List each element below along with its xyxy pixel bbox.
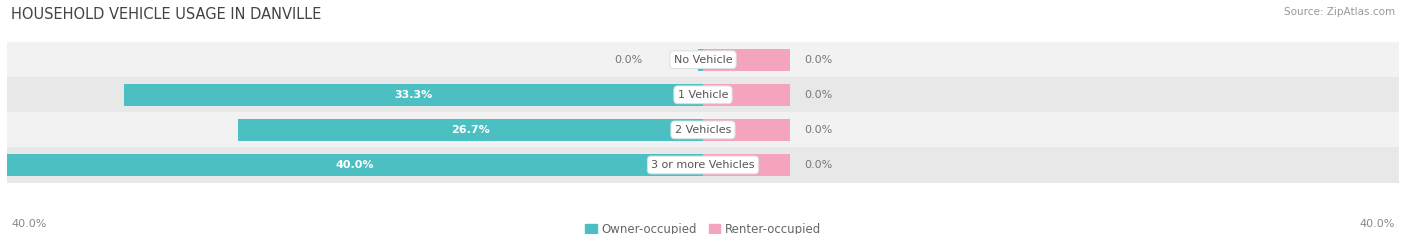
Text: 1 Vehicle: 1 Vehicle: [678, 90, 728, 100]
Bar: [7, 77, 1399, 112]
Text: 26.7%: 26.7%: [451, 125, 491, 135]
Text: 0.0%: 0.0%: [804, 125, 832, 135]
Text: 0.0%: 0.0%: [804, 160, 832, 170]
Text: 40.0%: 40.0%: [11, 219, 46, 229]
Bar: [703, 84, 790, 106]
Bar: [239, 119, 703, 141]
Bar: [7, 42, 1399, 77]
Text: 0.0%: 0.0%: [804, 55, 832, 65]
Text: 40.0%: 40.0%: [1360, 219, 1395, 229]
Text: 3 or more Vehicles: 3 or more Vehicles: [651, 160, 755, 170]
Bar: [7, 147, 1399, 183]
Bar: [7, 112, 1399, 147]
Bar: [703, 49, 790, 70]
Text: HOUSEHOLD VEHICLE USAGE IN DANVILLE: HOUSEHOLD VEHICLE USAGE IN DANVILLE: [11, 7, 322, 22]
Text: No Vehicle: No Vehicle: [673, 55, 733, 65]
Bar: [124, 84, 703, 106]
Text: 0.0%: 0.0%: [804, 90, 832, 100]
Bar: [7, 154, 703, 176]
Text: 2 Vehicles: 2 Vehicles: [675, 125, 731, 135]
Bar: [703, 119, 790, 141]
Text: 0.0%: 0.0%: [614, 55, 643, 65]
Text: 40.0%: 40.0%: [336, 160, 374, 170]
Bar: [697, 49, 703, 70]
Text: Source: ZipAtlas.com: Source: ZipAtlas.com: [1284, 7, 1395, 17]
Legend: Owner-occupied, Renter-occupied: Owner-occupied, Renter-occupied: [585, 223, 821, 234]
Text: 33.3%: 33.3%: [394, 90, 433, 100]
Bar: [703, 154, 790, 176]
